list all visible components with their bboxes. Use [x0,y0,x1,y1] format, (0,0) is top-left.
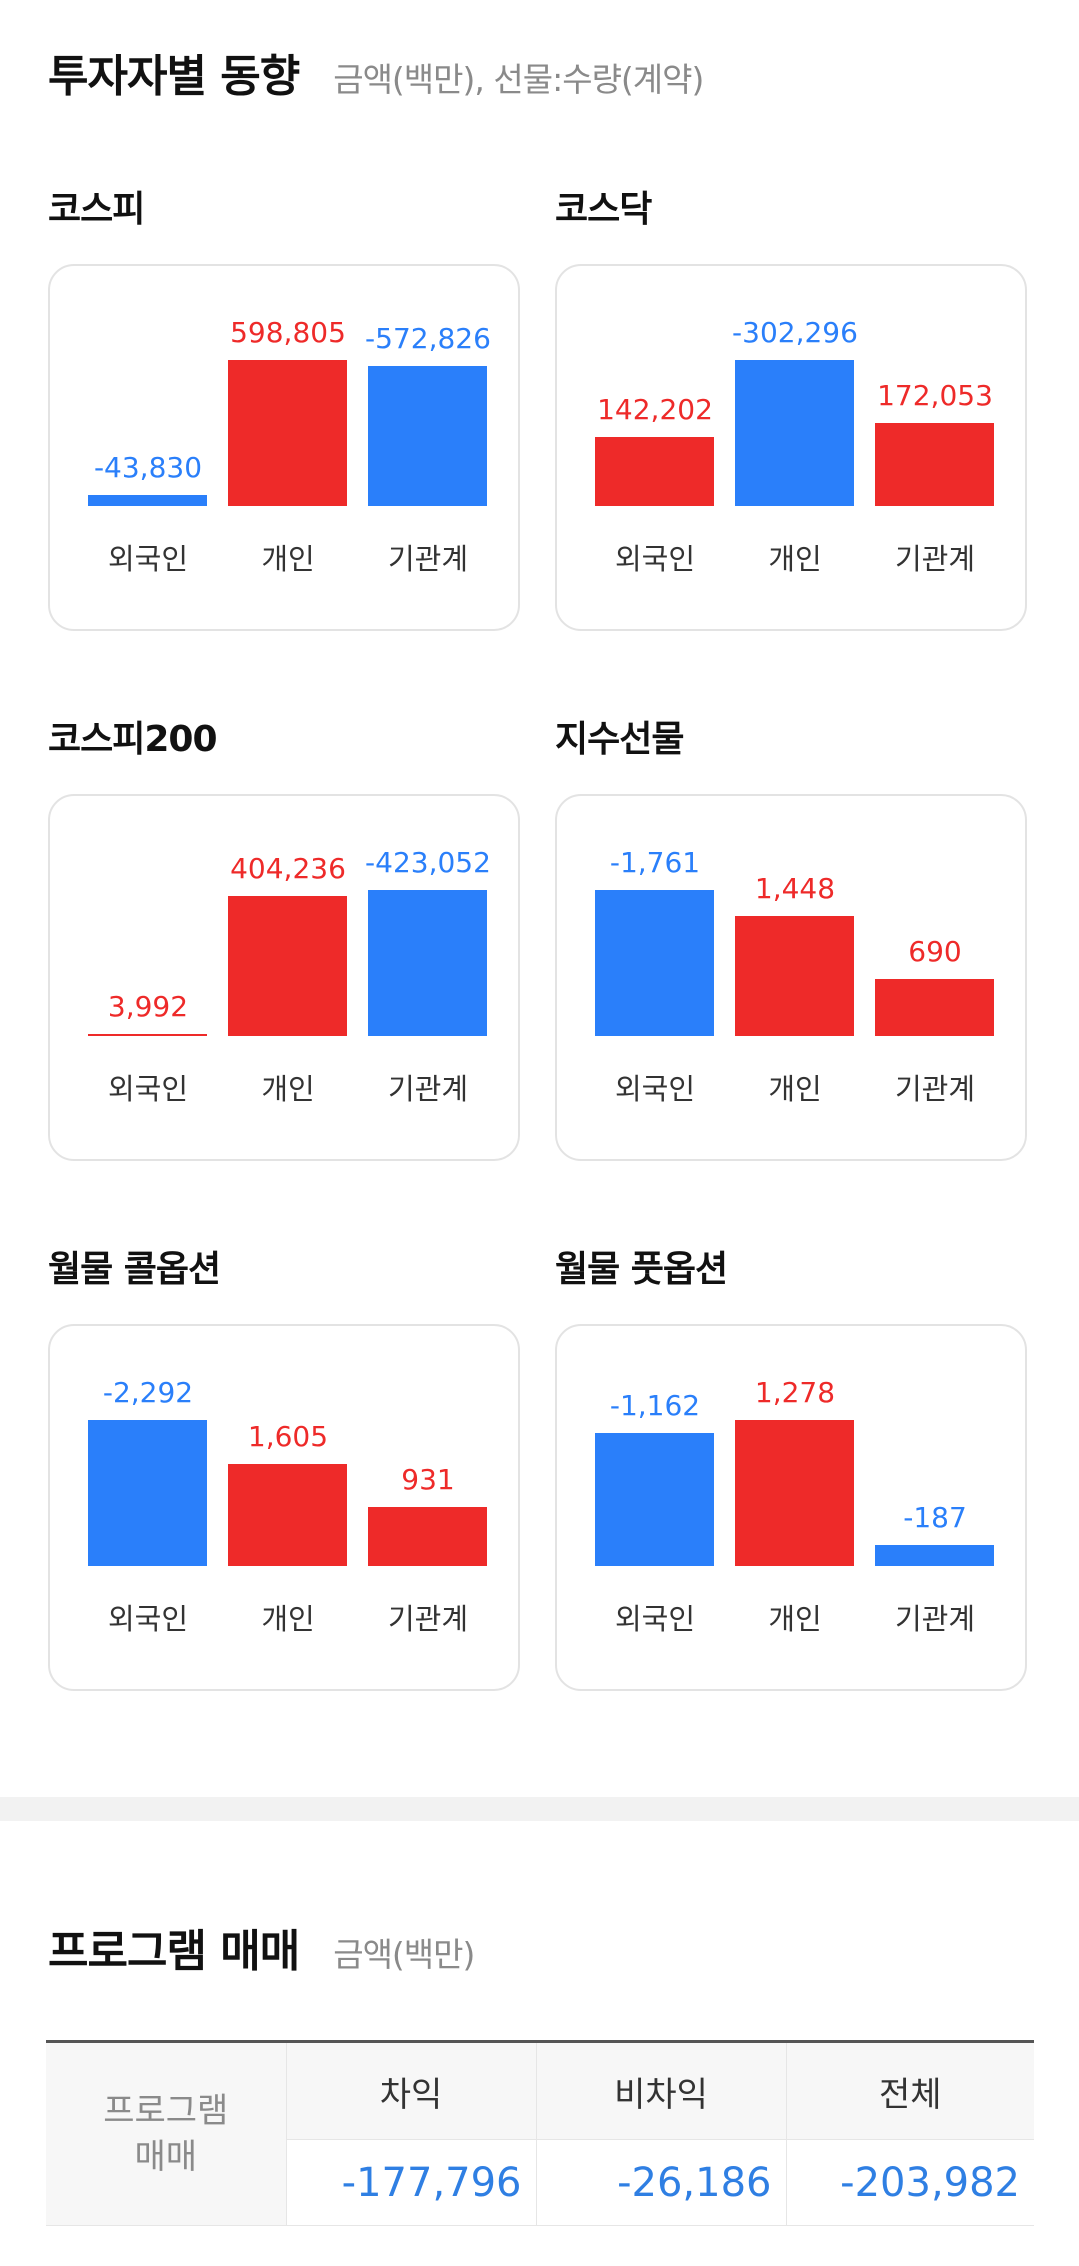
program-value-total: -203,982 [786,2139,1034,2226]
investor-value-label: -1,761 [609,846,701,879]
program-section-title: 프로그램 매매 [48,1926,300,1977]
investor-bar [595,1433,714,1566]
investor-value-label: 598,805 [230,316,346,349]
market-panel-1: 코스피 -43,830 외국인 598,805 개인 -572,826 기관계 [48,180,520,631]
investor-value-label: -187 [903,1500,967,1534]
investor-bar [875,422,994,506]
investor-value-label: 931 [401,1462,455,1496]
investor-section-header: 투자자별 동향 금액(백만), 선물:수량(계약) [48,40,704,104]
investor-value-label: -302,296 [732,316,858,349]
investor-value-label: 142,202 [597,393,713,427]
investor-category-label: 개인 [768,1072,822,1106]
investor-bar [735,915,854,1036]
investor-category-label: 기관계 [387,1072,469,1106]
section-divider [0,1797,1079,1821]
investor-value-label: 1,448 [754,871,836,905]
market-title: 코스피 [48,189,145,230]
market-panel-4: 지수선물 -1,761 외국인 1,448 개인 690 기관계 [555,710,1027,1161]
market-chart-card: 142,202 외국인 -302,296 개인 172,053 기관계 [555,264,1027,631]
program-section-subtitle: 금액(백만) [333,1935,475,1974]
investor-bar [228,1463,347,1566]
market-title: 지수선물 [555,719,684,760]
investor-category-label: 기관계 [387,1602,469,1636]
investor-value-label: 690 [908,934,962,968]
investor-value-label: 172,053 [877,378,993,412]
investor-category-label: 개인 [261,1072,315,1106]
program-row-header-line: 프로그램 [103,2091,229,2131]
investor-bar [88,1420,207,1566]
investor-bar [595,890,714,1036]
investor-category-label: 개인 [768,542,822,576]
investor-category-label: 개인 [261,542,315,576]
investor-category-label: 기관계 [894,1602,976,1636]
market-title: 코스피200 [48,719,218,760]
investor-bar [368,890,487,1036]
investor-category-label: 외국인 [614,1602,696,1636]
investor-value-label: -423,052 [365,846,491,879]
investor-bar [368,1506,487,1566]
investor-bar [735,360,854,506]
investor-category-label: 개인 [261,1602,315,1636]
investor-category-label: 외국인 [614,1072,696,1106]
investor-value-label: -43,830 [93,451,203,485]
investor-category-label: 외국인 [107,542,189,576]
market-chart-card: -1,761 외국인 1,448 개인 690 기관계 [555,794,1027,1161]
investor-bar [875,1544,994,1566]
market-panel-6: 월물 풋옵션 -1,162 외국인 1,278 개인 -187 기관계 [555,1240,1027,1691]
investor-category-label: 외국인 [107,1602,189,1636]
program-row-header-line: 매매 [134,2137,198,2177]
investor-category-label: 외국인 [614,542,696,576]
program-col-arbitrage: 차익 [286,2041,537,2140]
investor-value-label: -2,292 [102,1376,194,1409]
market-chart-card: 3,992 외국인 404,236 개인 -423,052 기관계 [48,794,520,1161]
program-value-arbitrage: -177,796 [286,2139,537,2226]
investor-section-title: 투자자별 동향 [48,51,300,102]
investor-bar [368,366,487,506]
market-chart-card: -1,162 외국인 1,278 개인 -187 기관계 [555,1324,1027,1691]
investor-category-label: 기관계 [387,542,469,576]
program-table-value-row: -177,796 -26,186 -203,982 [46,2139,1034,2226]
investor-category-label: 외국인 [107,1072,189,1106]
investor-bar [735,1420,854,1566]
program-value-non-arbitrage: -26,186 [536,2139,787,2226]
market-title: 월물 콜옵션 [48,1249,221,1290]
market-panel-5: 월물 콜옵션 -2,292 외국인 1,605 개인 931 기관계 [48,1240,520,1691]
investor-value-label: 3,992 [107,990,189,1023]
investor-value-label: 1,278 [754,1376,836,1409]
market-panel-2: 코스닥 142,202 외국인 -302,296 개인 172,053 기관계 [555,180,1027,631]
program-col-non-arbitrage: 비차익 [536,2041,787,2140]
investor-category-label: 개인 [768,1602,822,1636]
investor-bar [228,896,347,1036]
investor-bar [875,978,994,1036]
investor-value-label: -572,826 [365,322,491,356]
investor-category-label: 기관계 [894,1072,976,1106]
investor-section-subtitle: 금액(백만), 선물:수량(계약) [333,60,704,99]
market-chart-card: -2,292 외국인 1,605 개인 931 기관계 [48,1324,520,1691]
investor-bar [228,360,347,506]
investor-value-label: 1,605 [247,1419,329,1453]
market-chart-card: -43,830 외국인 598,805 개인 -572,826 기관계 [48,264,520,631]
market-title: 코스닥 [555,189,652,230]
investor-category-label: 기관계 [894,542,976,576]
investor-value-label: -1,162 [609,1389,701,1423]
investor-bar [88,1034,207,1036]
program-section-header: 프로그램 매매 금액(백만) [48,1915,475,1979]
investor-bar [595,437,714,506]
market-panel-3: 코스피200 3,992 외국인 404,236 개인 -423,052 기관계 [48,710,520,1161]
investor-bar [88,495,207,506]
program-col-total: 전체 [786,2041,1034,2140]
investor-value-label: 404,236 [230,852,346,886]
market-title: 월물 풋옵션 [555,1249,728,1290]
